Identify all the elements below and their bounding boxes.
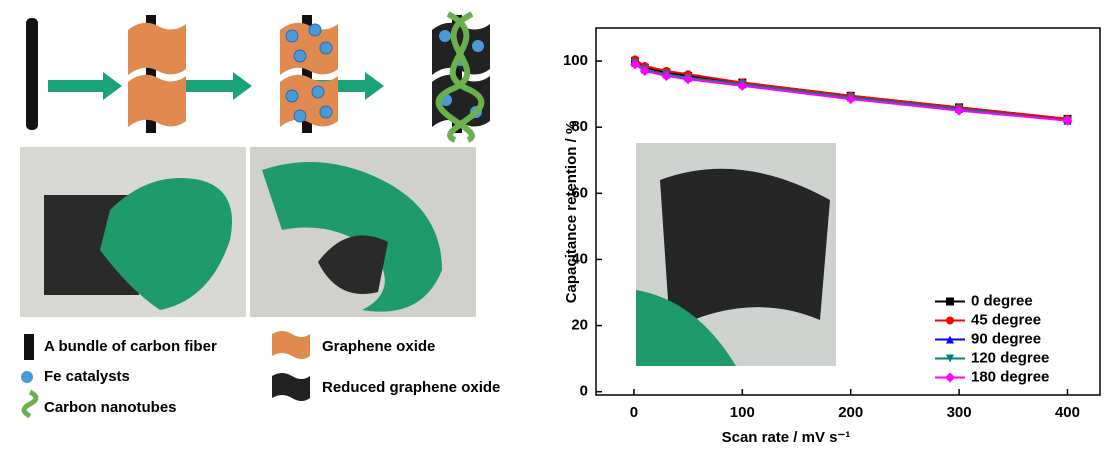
x-tick-label: 0	[630, 404, 638, 421]
fiber	[26, 18, 38, 130]
photos	[20, 147, 476, 317]
y-tick-label: 20	[571, 317, 588, 334]
x-tick-label: 100	[730, 404, 755, 421]
x-tick-label: 200	[838, 404, 863, 421]
x-axis-label: Scan rate / mV s⁻¹	[722, 429, 851, 446]
legend-text: Carbon nanotubes	[44, 399, 177, 416]
legend-text: A bundle of carbon fiber	[44, 338, 217, 355]
y-tick-label: 0	[580, 383, 588, 400]
legend-marker	[945, 373, 955, 383]
legend-text: Graphene oxide	[322, 338, 435, 355]
legend-marker	[946, 317, 954, 325]
y-tick-label: 100	[563, 52, 588, 69]
y-tick-label: 40	[571, 250, 588, 267]
schematic	[26, 14, 490, 140]
schematic-legend: A bundle of carbon fiber Fe catalysts Ca…	[21, 331, 500, 416]
series-line	[635, 59, 1067, 119]
y-tick-label: 80	[571, 118, 588, 135]
x-tick-label: 300	[947, 404, 972, 421]
figure: A bundle of carbon fiber Fe catalysts Ca…	[0, 0, 1104, 456]
y-tick-label: 60	[571, 184, 588, 201]
legend-marker	[946, 298, 954, 306]
y-axis-label: Capacitance retention / %	[563, 121, 580, 304]
series-line	[635, 61, 1067, 119]
legend-text: Reduced graphene oxide	[322, 379, 500, 396]
legend-text: Fe catalysts	[44, 368, 130, 385]
legend-label: 0 degree	[971, 292, 1033, 309]
legend-label: 120 degree	[971, 349, 1049, 366]
chart: Scan rate / mV s⁻¹ Capacitance retention…	[563, 28, 1100, 446]
legend-label: 90 degree	[971, 330, 1041, 347]
legend-label: 180 degree	[971, 368, 1049, 385]
x-tick-label: 400	[1055, 404, 1080, 421]
legend-label: 45 degree	[971, 311, 1041, 328]
